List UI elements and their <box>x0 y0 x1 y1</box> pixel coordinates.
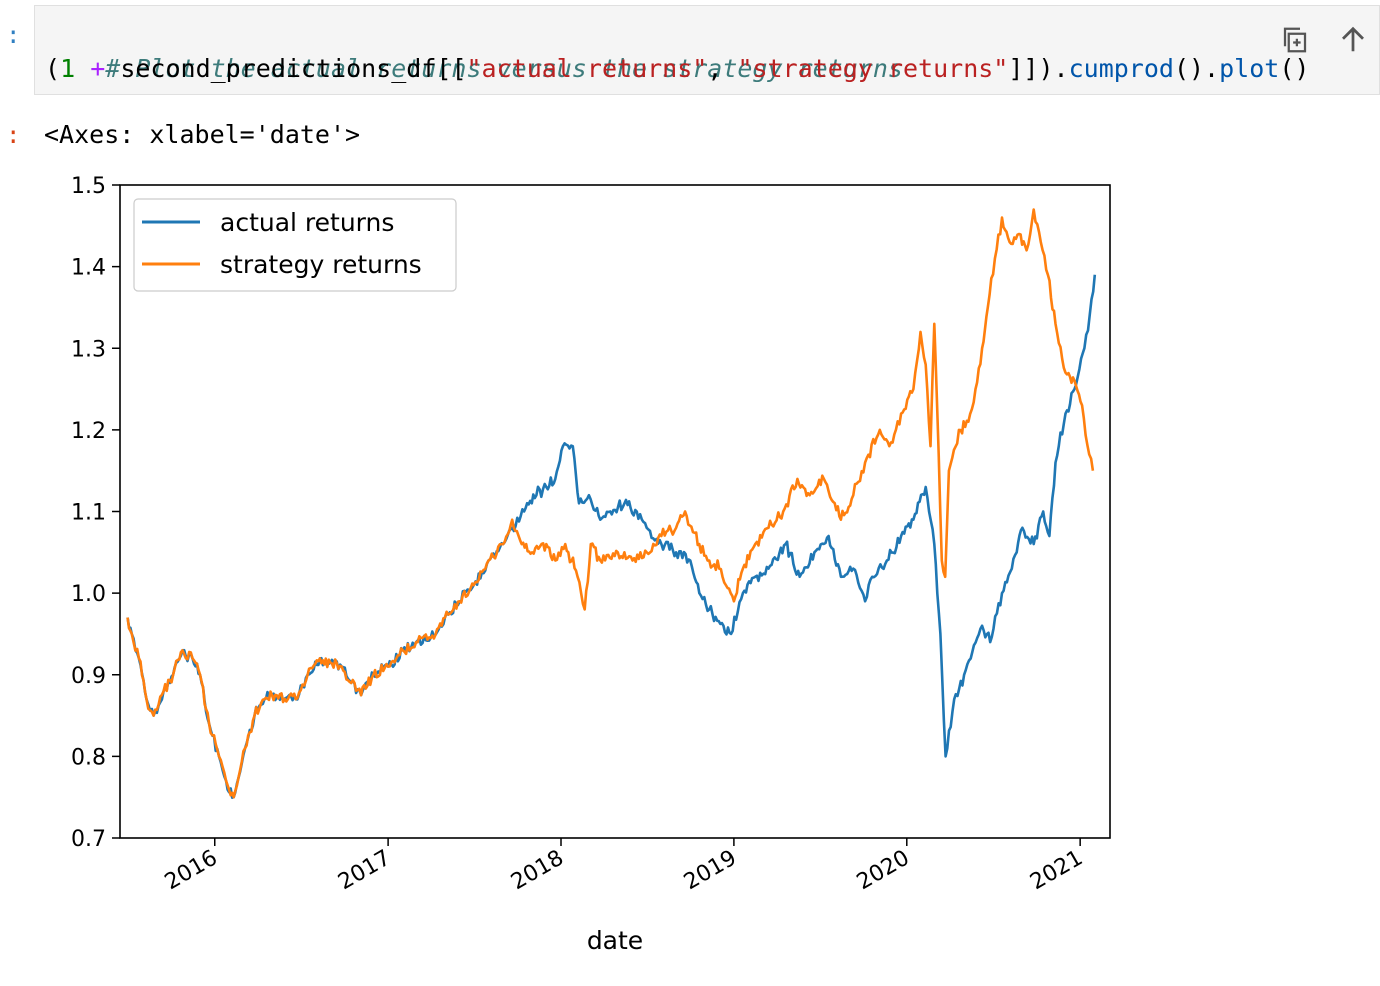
x-tick-label: 2018 <box>507 846 568 896</box>
output-repr: <Axes: xlabel='date'> <box>44 120 361 149</box>
y-tick-label: 0.7 <box>71 827 106 852</box>
cell-toolbar <box>1275 20 1373 60</box>
y-tick-label: 1.5 <box>71 174 106 199</box>
y-tick-label: 1.3 <box>71 337 106 362</box>
y-tick-label: 1.2 <box>71 419 106 444</box>
legend-label-strategy-returns: strategy returns <box>220 250 422 279</box>
duplicate-cell-button[interactable] <box>1275 20 1315 60</box>
x-axis-label: date <box>587 926 643 955</box>
code-line-2: (1 + second_predictions_df[["actual retu… <box>45 52 1309 86</box>
code-token-string-actual: "actual returns" <box>466 54 708 83</box>
x-tick-label: 2019 <box>680 846 741 896</box>
arrow-up-icon <box>1342 26 1364 52</box>
code-token-open-paren: ( <box>45 54 61 83</box>
code-cell-editor[interactable]: # Plot the actual returns versus the str… <box>34 5 1380 95</box>
code-token-plot: plot <box>1219 54 1280 83</box>
code-token-number: 1 <box>60 54 76 83</box>
code-token-call-dot: (). <box>1173 54 1220 83</box>
code-token-cumprod: cumprod <box>1068 54 1174 83</box>
x-tick-label: 2020 <box>853 846 914 896</box>
code-token-operator: + <box>90 54 106 83</box>
code-token-close-brackets: ]]). <box>1008 54 1069 83</box>
input-prompt: : <box>6 21 21 49</box>
copy-icon <box>1283 27 1307 53</box>
y-tick-label: 0.9 <box>71 664 106 689</box>
output-prompt: : <box>6 121 21 149</box>
code-comment: # Plot the actual returns versus the str… <box>105 54 903 83</box>
x-tick-label: 2017 <box>334 846 395 896</box>
y-axis: 0.7 0.8 0.9 1.0 1.1 1.2 1.3 1.4 1.5 <box>71 174 120 852</box>
code-token-comma: , <box>707 54 738 83</box>
legend-label-actual-returns: actual returns <box>220 208 394 237</box>
move-cell-up-button[interactable] <box>1333 20 1373 60</box>
x-axis: 2016 2017 2018 2019 2020 2021 <box>161 838 1087 895</box>
code-token-string-strategy: "strategy returns" <box>737 54 1009 83</box>
y-tick-label: 1.4 <box>71 256 106 281</box>
returns-chart: 0.7 0.8 0.9 1.0 1.1 1.2 1.3 1.4 1.5 2016 2017 2018… <box>71 174 1111 955</box>
y-tick-label: 0.8 <box>71 745 106 770</box>
code-line-1: # Plot the actual returns versus the str… <box>45 18 903 120</box>
code-token-dataframe: second_predictions_df[[ <box>120 54 467 83</box>
y-tick-label: 1.0 <box>71 582 106 607</box>
code-token-call-end: () <box>1279 54 1310 83</box>
plot-frame <box>119 184 1111 839</box>
legend-box <box>133 198 457 292</box>
y-tick-label: 1.1 <box>71 501 106 526</box>
x-tick-label: 2021 <box>1026 846 1087 896</box>
x-tick-label: 2016 <box>161 846 222 896</box>
legend: actual returns strategy returns <box>133 198 457 292</box>
series-lines <box>126 208 1097 799</box>
series-line-strategy-returns <box>126 208 1095 799</box>
